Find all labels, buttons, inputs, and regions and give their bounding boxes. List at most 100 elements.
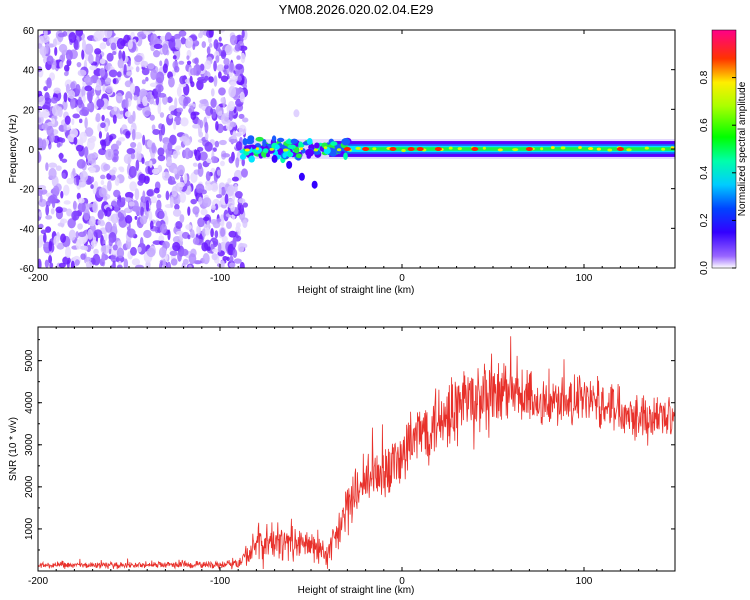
snr-plot-area [38, 327, 675, 571]
stray-blob [271, 154, 278, 163]
signal-peak [323, 146, 328, 150]
spectrogram-noise-blob [229, 138, 238, 144]
spectrogram-noise-blob [45, 215, 53, 220]
signal-band-blob [298, 141, 303, 148]
spectrogram-noise-blob [214, 230, 219, 239]
spectrogram-noise-blob [71, 118, 75, 126]
spectrogram-noise-blob [93, 229, 103, 239]
signal-band-blob [271, 135, 277, 142]
spectrogram-noise-blob [126, 147, 136, 155]
spectrogram-noise-blob [169, 134, 177, 146]
spectrogram-noise-blob [130, 153, 136, 160]
spectrogram-noise-blob [49, 194, 58, 204]
spectrogram-noise-blob [142, 190, 146, 203]
signal-peak [497, 148, 503, 152]
spectrogram-noise-blob [95, 112, 101, 123]
signal-peak [512, 148, 519, 152]
spectrogram-noise-blob [162, 95, 168, 105]
spectrogram-noise-blob [226, 256, 230, 262]
spectrogram-noise-blob [112, 149, 119, 156]
signal-peak [313, 148, 319, 152]
spectrogram-noise-blob [144, 111, 152, 116]
spectrogram-noise-blob [129, 83, 136, 95]
signal-peak [661, 147, 666, 151]
spectrogram-noise-blob [124, 80, 132, 88]
snr-ylabel: SNR (10 * v/v) [8, 417, 19, 481]
signal-band-blob [274, 144, 280, 150]
spectrogram-noise-blob [177, 251, 182, 262]
signal-band-blob [341, 138, 351, 146]
spectrogram-noise-blob [238, 113, 245, 119]
spectrogram-noise-blob [228, 85, 237, 98]
spectrogram-noise-blob [96, 98, 105, 108]
spectrogram-noise-blob [176, 164, 185, 176]
spectrogram-noise-blob [60, 233, 67, 244]
spectrogram-noise-blob [56, 242, 65, 250]
spectrogram-noise-blob [210, 155, 218, 164]
spectrogram-xtick-label: -100 [210, 273, 230, 284]
spectrogram-noise-blob [192, 123, 201, 129]
spectrogram-noise-blob [187, 206, 191, 216]
snr-xlabel: Height of straight line (km) [298, 585, 415, 596]
spectrogram-noise-blob [101, 114, 105, 122]
spectrogram-noise-blob [96, 78, 102, 91]
spectrogram-noise-blob [83, 245, 89, 251]
spectrogram-ytick-label: 0 [28, 145, 34, 156]
spectrogram-noise-blob [99, 42, 107, 50]
spectrogram-noise-blob [158, 235, 165, 243]
signal-band-blob [262, 139, 267, 147]
spectrogram-noise-blob [136, 141, 142, 154]
signal-peak [596, 147, 601, 151]
spectrogram-noise-blob [86, 90, 93, 102]
spectrogram-noise-blob [239, 91, 245, 103]
signal-peak [607, 148, 613, 152]
spectrogram-noise-blob [125, 66, 134, 71]
spectrogram-noise-blob [155, 71, 165, 84]
spectrogram-noise-blob [239, 261, 245, 268]
spectrogram-noise-blob [140, 60, 149, 68]
spectrogram-noise-blob [74, 259, 80, 266]
spectrogram-noise-blob [157, 85, 162, 97]
spectrogram-noise-blob [228, 71, 233, 78]
spectrogram-noise-blob [102, 37, 108, 42]
spectrogram-noise-blob [65, 246, 72, 259]
spectrogram-noise-blob [204, 132, 209, 141]
spectrogram-noise-blob [216, 194, 223, 199]
spectrogram-noise-blob [175, 145, 182, 150]
spectrogram-noise-blob [87, 153, 97, 164]
spectrogram-noise-blob [210, 88, 215, 97]
spectrogram-noise-blob [112, 78, 117, 84]
signal-band-blob [314, 142, 320, 149]
spectrogram-noise-blob [94, 48, 102, 55]
spectrogram-noise-blob [59, 152, 63, 162]
spectrogram-noise-blob [147, 63, 155, 70]
signal-band-blob [293, 146, 300, 154]
spectrogram-noise-blob [70, 81, 76, 90]
spectrogram-noise-blob [38, 138, 44, 149]
spectrogram-noise-blob [172, 241, 181, 252]
spectrogram-noise-blob [39, 46, 48, 56]
spectrogram-noise-blob [229, 255, 234, 263]
spectrogram-noise-blob [227, 177, 232, 184]
spectrogram-noise-blob [103, 163, 111, 171]
spectrogram-noise-blob [162, 43, 169, 56]
spectrogram-noise-blob [200, 208, 208, 216]
spectrogram-noise-blob [151, 124, 156, 131]
spectrogram-noise-blob [242, 219, 248, 229]
spectrogram-noise-blob [185, 37, 194, 49]
spectrogram-noise-blob [86, 203, 94, 208]
spectrogram-noise-blob [235, 132, 242, 137]
spectrogram-noise-blob [229, 34, 238, 46]
spectrogram-noise-blob [157, 147, 165, 156]
spectrogram-noise-blob [58, 43, 68, 53]
spectrogram-noise-blob [110, 143, 119, 152]
spectrogram-noise-blob [63, 122, 67, 133]
spectrogram-ytick-label: 20 [23, 105, 35, 116]
spectrogram-noise-blob [38, 211, 42, 217]
spectrogram-noise-blob [152, 128, 161, 136]
signal-band-blob [240, 153, 246, 160]
spectrogram-noise-blob [67, 90, 76, 99]
snr-ytick-label: 5000 [24, 349, 35, 372]
signal-strong-peak [434, 147, 442, 151]
spectrogram-ticks: -200 -100 0 100 60 40 20 0 -20 -40 -60 [20, 26, 676, 284]
